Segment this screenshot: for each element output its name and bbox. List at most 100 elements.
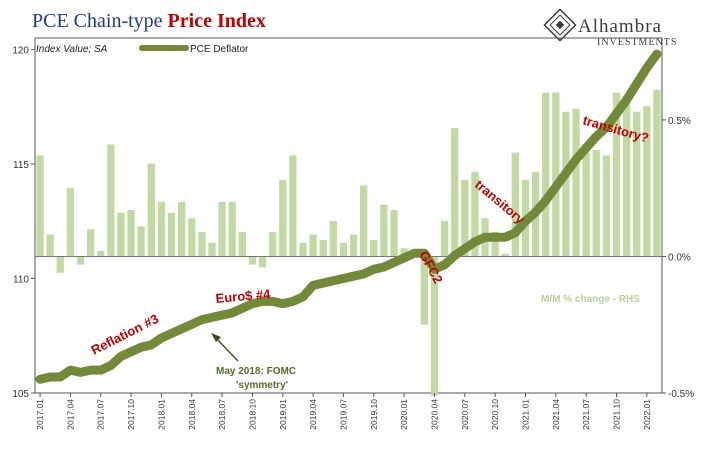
bar-2019.02 [289,155,297,257]
bar-2018.11 [258,256,267,268]
x-tick-label: 2017.07 [96,399,106,430]
alhambra-logo: Alhambra INVESTMENTS [543,8,677,48]
right-tick-label: -0.5% [668,389,694,400]
x-tick-label: 2022.01 [642,399,652,430]
x-tick-label: 2017.04 [65,399,75,430]
x-tick-label: 2019.10 [369,399,379,430]
annotation-may-2018-line2: 'symmetry' [236,380,288,391]
x-tick-label: 2018.04 [187,399,197,430]
legend-series-label: PCE Deflator [190,44,249,55]
x-tick-label: 2020.10 [490,399,500,430]
bar-2020.04 [430,256,439,396]
bar-2021.03 [542,92,550,257]
left-tick-label: 110 [13,274,29,285]
bar-2021.08 [592,149,600,257]
bar-2019.07 [339,242,348,257]
bar-2017.03 [56,256,64,273]
bar-2021.10 [612,92,621,257]
bar-2017.01 [36,155,44,257]
bar-series [36,89,661,396]
bar-2021.04 [552,92,560,257]
bar-2020.06 [451,128,459,257]
logo-sub: INVESTMENTS [597,37,677,48]
x-tick-label: 2018.01 [156,399,166,430]
bar-2018.01 [157,201,166,257]
bar-2017.10 [127,210,135,257]
bar-2021.11 [622,95,631,257]
x-tick-label: 2020.04 [429,399,439,430]
bar-2021.06 [572,109,580,257]
plot-frame [34,37,663,394]
left-y-axis: 105 110 115 120 [12,45,35,400]
x-tick-label: 2021.10 [611,399,621,430]
chart-title: PCE Chain-type Price Index [32,10,266,32]
bar-2020.12 [511,152,519,257]
right-y-axis: -0.5% 0.0% 0.5% [662,116,694,400]
x-tick-label: 2019.07 [338,399,348,430]
bar-2018.05 [198,231,206,257]
right-tick-label: 0.0% [668,252,691,263]
bar-2022.01 [643,106,651,257]
x-tick-label: 2018.10 [247,399,257,430]
annotation-may-2018-line1: May 2018: FOMC [216,366,296,377]
bar-2018.09 [238,231,246,257]
bar-2017.11 [137,226,145,257]
x-tick-label: 2018.07 [217,399,227,430]
bar-2021.09 [602,155,611,257]
bar-2022.02 [653,89,661,257]
x-tick-label: 2017.10 [126,399,136,430]
bar-2020.05 [440,220,449,257]
bar-2019.08 [349,234,358,257]
left-tick-label: 105 [12,389,29,400]
bar-2020.03 [420,256,428,325]
bar-2019.05 [319,240,327,257]
x-tick-label: 2021.07 [581,399,591,430]
rhs-label: M/M % change - RHS [541,294,640,305]
bar-2019.11 [380,204,388,257]
bar-2017.06 [86,229,95,257]
x-tick-label: 2020.01 [399,399,409,430]
right-tick-label: 0.5% [668,116,691,127]
x-tick-label: 2021.01 [520,399,530,430]
bar-2018.07 [218,201,226,257]
x-tick-label: 2019.01 [278,399,288,430]
chart-title-part1: PCE Chain-type [32,10,168,32]
bar-2018.08 [228,201,236,257]
bar-2020.11 [501,253,509,257]
bar-2020.08 [471,171,479,257]
bar-2019.01 [279,180,287,257]
bar-2019.12 [390,210,398,257]
x-axis: 2017.01 2017.04 2017.07 2017.10 2018.01 2018.… [35,393,652,430]
pce-deflator-line [35,49,662,384]
x-tick-label: 2021.04 [551,399,561,430]
bar-2019.04 [309,234,317,257]
bar-2021.07 [582,144,590,257]
bar-2017.05 [76,256,85,265]
x-tick-label: 2019.04 [308,399,318,430]
bar-2020.10 [491,231,499,257]
bar-2020.07 [461,180,469,257]
bar-2017.04 [66,188,75,257]
diamond-icon [543,8,577,42]
bar-2018.06 [208,242,216,257]
bar-2017.12 [147,163,155,257]
bar-2019.06 [329,220,337,257]
x-tick-label: 2017.01 [35,399,45,430]
bar-2019.10 [370,240,378,257]
bar-2019.09 [360,185,368,257]
x-tick-label: 2020.07 [460,399,470,430]
annotation-euro: Euro$ #4 [215,286,272,306]
bar-2018.12 [269,231,277,257]
bar-2017.08 [107,144,115,257]
y-axis-note: Index Value; SA [36,44,108,55]
bar-2017.09 [117,212,125,257]
bar-2019.03 [299,242,307,257]
bar-2018.02 [167,212,176,257]
left-tick-label: 115 [13,160,29,171]
annotation-transitory: transitory [472,177,528,228]
bar-2018.03 [178,201,186,257]
bar-2018.10 [248,256,257,265]
bar-2017.07 [97,251,105,257]
annotation-arrow [211,333,239,362]
